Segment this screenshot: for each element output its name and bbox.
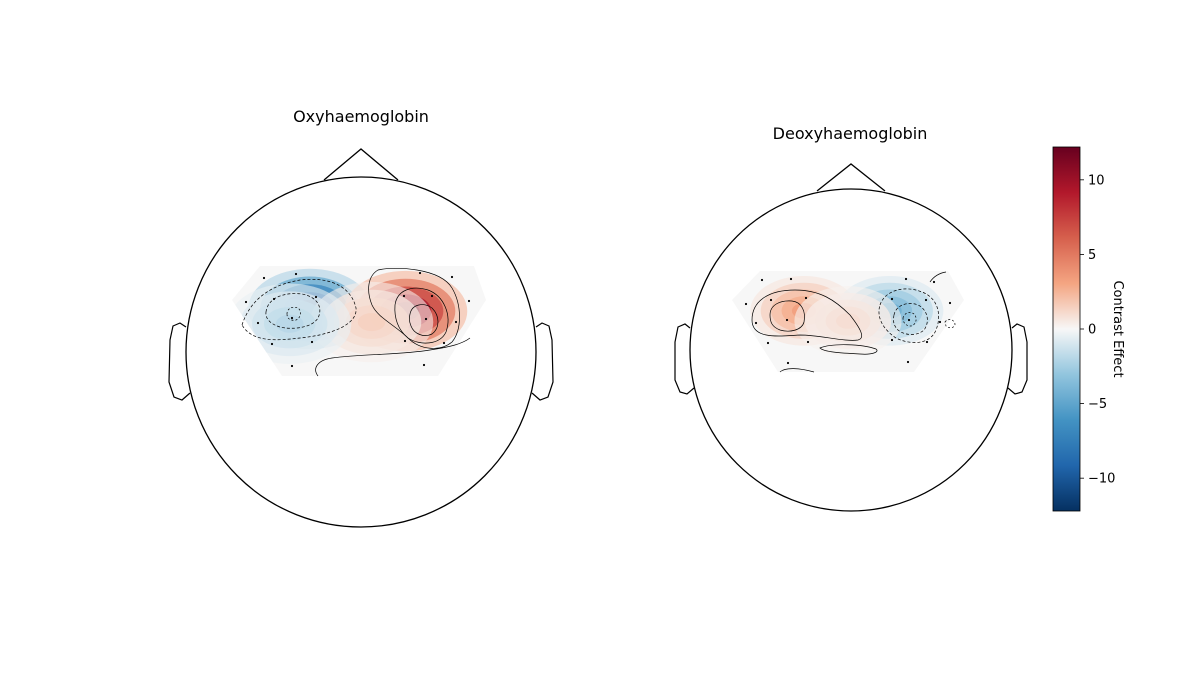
deoxy-contour-lines — [751, 271, 956, 373]
oxy-sensor-dot — [290, 364, 294, 368]
oxy-sensor-dot — [402, 294, 406, 298]
deoxy-sensor-dot — [766, 341, 770, 345]
deoxy-sensor-dot — [948, 301, 952, 305]
deoxy-sensor-dot — [890, 338, 894, 342]
deoxy-sensor-dot — [806, 340, 810, 344]
deoxy-sensor-dot — [907, 318, 911, 322]
deoxy-sensor-dot — [785, 318, 789, 322]
oxy-head-outline — [185, 176, 537, 528]
oxy-sensor-dot — [450, 275, 454, 279]
deoxy-sensor-dot — [804, 296, 808, 300]
deoxy-sensor-dot — [769, 298, 773, 302]
deoxyhaemoglobin-topomap — [674, 163, 1028, 512]
colorbar-tick-label: −5 — [1088, 397, 1107, 412]
deoxy-nose — [816, 163, 886, 192]
oxy-sensor-dot — [272, 297, 276, 301]
oxy-contour-pos-outer — [368, 267, 460, 349]
colorbar-gradient — [1052, 146, 1081, 512]
colorbar: 10 5 0 −5 −10 Contrast Effect — [1052, 146, 1125, 512]
oxy-left-ear — [168, 322, 191, 401]
deoxy-sensor-dot — [754, 321, 758, 325]
oxy-sensor-dot — [418, 271, 422, 275]
oxy-sensor-dot — [403, 339, 407, 343]
deoxy-sensor-dot — [904, 277, 908, 281]
deoxy-left-ear — [674, 323, 695, 395]
colorbar-tick-label: 0 — [1088, 323, 1096, 338]
deoxy-sensor-dot — [924, 298, 928, 302]
oxy-sensor-dot — [262, 276, 266, 280]
oxy-sensor-dot — [244, 300, 248, 304]
deoxy-contour-neg-inner — [902, 312, 917, 327]
oxy-sensor-dot — [430, 294, 434, 298]
deoxy-right-ear — [1007, 323, 1028, 395]
oxy-activation-blob-2-level-4 — [357, 313, 386, 332]
oxy-contour-lines — [241, 267, 471, 377]
deoxy-sensors — [744, 277, 952, 365]
oxy-sensor-dot — [454, 320, 458, 324]
deoxy-head-outline — [689, 188, 1013, 512]
deoxy-sensor-dot — [744, 302, 748, 306]
deoxy-contour-top — [929, 271, 947, 283]
oxy-sensor-dot — [270, 342, 274, 346]
oxy-contour-pos-mid — [394, 287, 449, 344]
oxy-sensor-dot — [294, 272, 298, 276]
oxy-activation-blob-3-level-4 — [275, 314, 304, 333]
oxyhaemoglobin-title: Oxyhaemoglobin — [293, 107, 429, 126]
oxy-sensor-dot — [256, 321, 260, 325]
oxy-contour-zero — [315, 337, 471, 377]
oxy-heatmap-layer — [232, 266, 486, 376]
deoxy-contour-neg-outer — [878, 288, 939, 343]
oxy-sensor-dot — [467, 299, 471, 303]
oxy-sensors — [244, 271, 471, 368]
deoxy-contour-pos-outer — [751, 289, 862, 341]
oxy-contour-neg-outer — [241, 278, 357, 341]
deoxy-contour-bottom — [779, 368, 815, 373]
oxy-sensor-dot — [290, 316, 294, 320]
oxy-contour-pos-inner — [408, 304, 439, 336]
deoxy-sensor-dot — [925, 340, 929, 344]
colorbar-tick-label: 10 — [1088, 173, 1105, 188]
oxy-sensor-dot — [424, 317, 428, 321]
colorbar-tick-label: 5 — [1088, 248, 1096, 263]
oxy-sensor-dot — [310, 340, 314, 344]
deoxy-contour-pos-inner — [769, 300, 805, 332]
deoxy-sensor-dot — [890, 297, 894, 301]
oxy-right-ear — [531, 322, 554, 401]
deoxy-sensor-dot — [760, 278, 764, 282]
oxyhaemoglobin-topomap — [168, 148, 554, 528]
oxy-sensor-dot — [422, 363, 426, 367]
colorbar-label: Contrast Effect — [1110, 280, 1125, 377]
deoxyhaemoglobin-title: Deoxyhaemoglobin — [772, 124, 928, 143]
oxy-nose — [323, 148, 399, 181]
deoxy-activation-blob-2-level-4 — [836, 313, 860, 329]
deoxy-sensor-dot — [786, 361, 790, 365]
oxy-sensor-dot — [442, 341, 446, 345]
deoxy-sensor-dot — [932, 280, 936, 284]
colorbar-ticks: 10 5 0 −5 −10 — [1080, 173, 1115, 487]
oxy-contour-neg-inner — [286, 306, 301, 321]
deoxy-sensor-dot — [906, 360, 910, 364]
deoxy-contour-pos-ellipse — [819, 344, 878, 355]
oxy-contour-neg-mid — [265, 293, 321, 329]
deoxy-contour-neg-mid — [893, 303, 928, 335]
deoxy-sensor-dot — [789, 277, 793, 281]
deoxy-contour-neg-small — [944, 319, 956, 329]
oxy-sensor-dot — [314, 295, 318, 299]
deoxy-sensor-dot — [938, 320, 942, 324]
colorbar-tick-label: −10 — [1088, 472, 1115, 487]
